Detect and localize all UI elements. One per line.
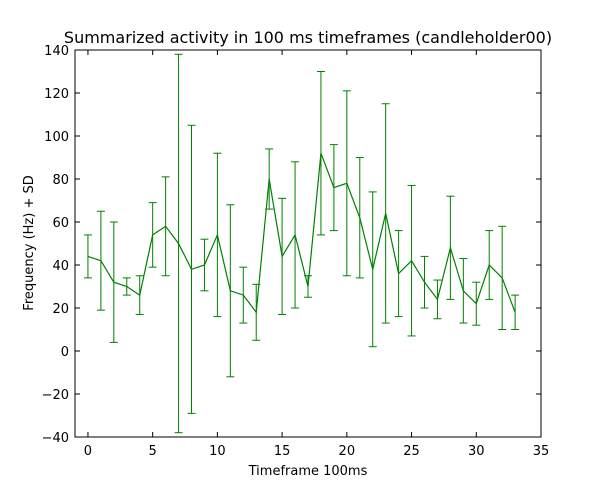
- x-tick-label: 15: [274, 444, 291, 459]
- series-line: [87, 152, 516, 314]
- y-tick-label: 0: [61, 345, 69, 360]
- plot-frame: [74, 49, 542, 438]
- x-tick-label: 30: [468, 444, 485, 459]
- y-tick-label: 40: [52, 259, 69, 274]
- x-tick-label: 35: [533, 444, 550, 459]
- x-tick-label: 5: [149, 444, 157, 459]
- y-tick-label: 60: [52, 216, 69, 231]
- error-bars: [83, 53, 520, 434]
- y-tick-label: 120: [44, 87, 69, 102]
- axis-ticks: 0 5 10 15 20 25 30 35 −40 −20 0 20 40 60 80 100 120 140: [42, 44, 550, 459]
- y-tick-label: 20: [52, 302, 69, 317]
- x-tick-label: 20: [339, 444, 356, 459]
- y-tick-label: 100: [44, 130, 69, 145]
- y-tick-label: 140: [44, 44, 69, 59]
- x-tick-label: 10: [209, 444, 226, 459]
- y-tick-label: 80: [52, 173, 69, 188]
- chart-title: Summarized activity in 100 ms timeframes…: [64, 28, 552, 47]
- series-lines: [87, 152, 516, 314]
- y-tick-label: −40: [42, 431, 69, 446]
- x-tick-label: 0: [84, 444, 92, 459]
- y-tick-label: −20: [42, 388, 69, 403]
- y-axis-label: Frequency (Hz) + SD: [22, 175, 37, 310]
- x-axis-label: Timeframe 100ms: [248, 464, 368, 479]
- x-tick-label: 25: [403, 444, 420, 459]
